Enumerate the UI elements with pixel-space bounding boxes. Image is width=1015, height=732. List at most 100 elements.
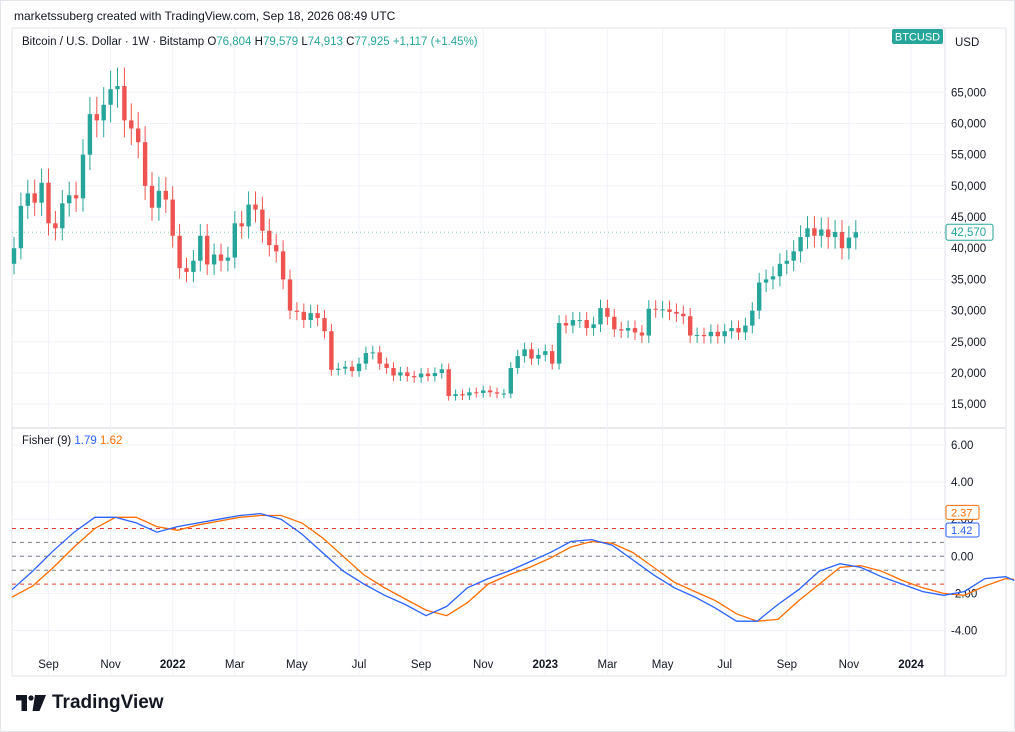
candle-body [501,393,507,395]
candle-body [846,237,852,249]
candle-body [743,325,748,333]
time-tick-label: Nov [100,659,121,671]
candle-body [529,349,534,359]
candle-body [425,373,431,377]
candle-body [336,368,341,370]
candle-body [819,229,824,236]
candle-body [550,351,555,364]
candle-body [73,195,79,199]
candle-body [556,323,562,364]
price-tick-label: 65,000 [951,87,986,99]
candle-body [274,245,279,252]
candle-body [467,392,472,396]
candle-body [136,128,141,143]
ticker-badge-label: BTCUSD [895,32,940,44]
candle-body [322,318,327,332]
candle-body [108,89,113,105]
candles [11,67,858,401]
candle-body [60,203,65,229]
fisher-value-badge-label: 1.42 [951,525,972,537]
candle-body [729,328,734,332]
ticker-badge[interactable] [892,29,943,44]
fisher-tick-label: -4.00 [951,626,977,638]
candle-body [80,154,86,199]
last-price-label: 42,570 [951,227,986,239]
open-label: O [207,36,216,48]
candle-body [660,309,665,311]
candle-body [757,282,762,311]
fisher-value-badge [945,522,980,538]
candle-body [18,205,24,249]
candle-body [619,329,624,331]
candle-body [474,392,479,394]
close-label: C [346,36,354,48]
candle-body [94,114,99,121]
time-tick-label: Sep [411,659,431,671]
candle-body [356,363,362,372]
price-tick-label: 45,000 [951,212,986,224]
fisher-tick-label: 6.00 [951,440,973,452]
price-tick-label: 60,000 [951,118,986,130]
candle-body [446,369,451,397]
candle-body [805,228,810,238]
candle-body [87,114,93,155]
candle-body [32,193,37,203]
tradingview-logo-text: TradingView [52,692,164,713]
candle-body [405,372,410,377]
candle-body [777,263,783,277]
tradingview-logo-icon [16,695,46,711]
candle-body [53,223,58,229]
currency-label: USD [955,37,979,49]
candle-body [198,235,203,261]
fisher-tick-label: 4.00 [951,477,973,489]
high-label: H [255,36,263,48]
candle-body [253,204,258,210]
candle-body [598,308,603,325]
candle-body [115,86,120,90]
candle-body [267,230,272,246]
candle-body [570,319,576,326]
candle-body [763,279,769,283]
candle-body [67,195,72,204]
price-tick-label: 55,000 [951,150,986,162]
candle-body [674,311,679,314]
candle-body [494,392,500,394]
candle-body [39,182,44,203]
candle-body [605,308,610,317]
price-tick-label: 20,000 [951,368,986,380]
time-tick-label: 2024 [898,659,924,671]
tradingview-logo[interactable]: TradingView [16,692,164,714]
price-tick-label: 50,000 [951,181,986,193]
candle-body [736,328,741,333]
trigger-value: 1.62 [100,435,122,447]
candle-body [784,260,789,264]
open-value: 76,804 [216,36,254,48]
candle-body [260,209,265,231]
time-tick-label: Mar [597,659,617,671]
candle-body [481,390,486,393]
candle-body [149,185,155,208]
candle-body [577,319,582,321]
candle-body [156,190,162,208]
fisher-tick-label: -2.00 [951,588,977,600]
candle-body [398,372,403,376]
time-tick-label: 2022 [160,659,186,671]
price-tick-label: 25,000 [951,337,986,349]
candle-body [722,331,727,337]
candle-body [487,390,493,393]
candle-body [432,372,438,377]
candle-body [839,232,845,249]
price-tick-label: 30,000 [951,306,986,318]
trigger-value-badge [945,504,980,520]
candle-body [122,86,127,121]
candle-body [632,328,638,333]
candle-body [25,193,30,206]
time-tick-label: May [286,659,308,671]
candle-body [791,251,796,261]
candle-body [391,367,396,376]
candle-body [232,223,237,258]
time-tick-label: Nov [839,659,860,671]
candle-body [211,254,217,265]
candle-body [688,316,693,336]
